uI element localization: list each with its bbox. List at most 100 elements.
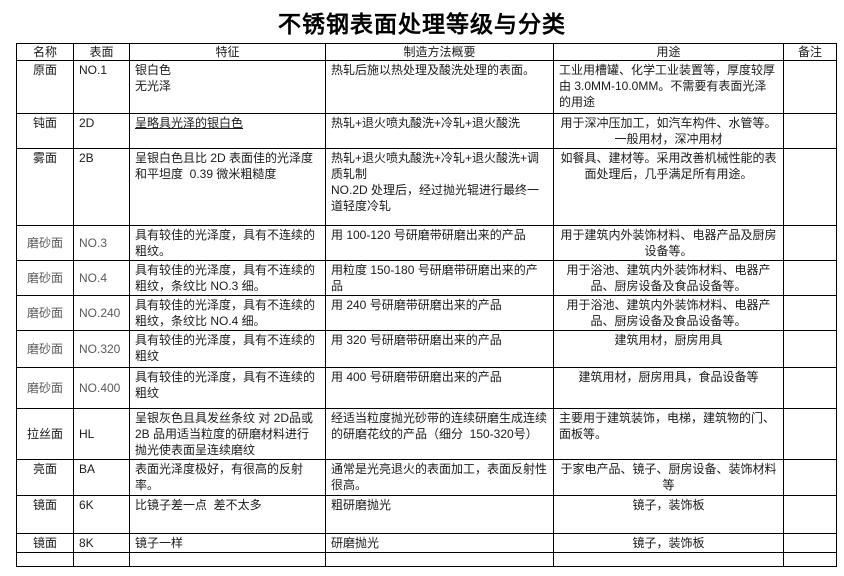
table-row <box>16 552 837 567</box>
table-row: 钝面 2D 呈略具光泽的银白色 热轧+退火喷丸酸洗+冷轧+退火酸洗 用于深冲压加工，如汽… <box>16 113 837 149</box>
text-line: 具有较佳的光泽度，具有不连续的粗纹，条纹比 NO.3 细。 <box>135 263 316 293</box>
text-line: 粗研磨抛光 <box>331 498 392 512</box>
cell-surface: HL <box>73 408 130 460</box>
text-line: NO.2D 处理后，经过抛光辊进行最终一道轻度冷轧 <box>331 183 540 213</box>
cell-name <box>16 552 74 567</box>
text-line: 一般用材，深冲用材 <box>614 132 723 146</box>
text-line: 用于浴池、建筑内外装饰材料、电器产品、厨房设备及食品设备等。 <box>566 263 771 293</box>
cell-remark <box>783 495 837 534</box>
cell-remark <box>783 367 837 409</box>
cell-name: 雾面 <box>16 148 74 226</box>
cell-remark <box>783 533 837 553</box>
text-line: 用于浴池、建筑内外装饰材料、电器产品、厨房设备及食品设备等。 <box>566 298 771 328</box>
text-line: 用于深冲压加工，如汽车构件、水管等。 <box>560 116 777 130</box>
cell-remark <box>783 148 837 226</box>
table-row: 磨砂面 NO.400 具有较佳的光泽度，具有不连续的粗纹 用 400 号研磨带研磨出来… <box>16 367 837 409</box>
table-header: 名称 表面 特征 制造方法概要 用途 备注 <box>16 43 837 61</box>
cell-method: 经适当粒度抛光砂带的连续研磨生成连续的研磨花纹的产品（细分 150-320号） <box>325 408 554 460</box>
cell-name: 磨砂面 <box>16 260 74 296</box>
text-line: 表面光泽度极好，有很高的反射率。 <box>135 462 304 492</box>
column-header-2: 特征 <box>129 43 326 61</box>
cell-method: 用粒度 150-180 号研磨带研磨出来的产品 <box>325 260 554 296</box>
text-line: 热轧后施以热处理及酸洗处理的表面。 <box>331 63 536 77</box>
cell-feature: 呈略具光泽的银白色 <box>129 113 326 149</box>
table-row: 磨砂面 NO.240 具有较佳的光泽度，具有不连续的粗纹，条纹比 NO.4 细。 用 … <box>16 295 837 331</box>
text-line: 建筑用材，厨房用具，食品设备等 <box>578 370 759 384</box>
cell-method <box>325 552 554 567</box>
cell-usage: 主要用于建筑装饰，电梯，建筑物的门、面板等。 <box>553 408 784 460</box>
cell-surface: NO.3 <box>73 225 130 261</box>
text-line: 比镜子差一点 差不太多 <box>135 498 262 512</box>
text-line: 具有较佳的光泽度，具有不连续的粗纹，条纹比 NO.4 细。 <box>135 298 316 328</box>
text-line: 呈略具光泽的银白色 <box>135 116 244 130</box>
cell-surface: 2D <box>73 113 130 149</box>
cell-feature: 表面光泽度极好，有很高的反射率。 <box>129 459 326 496</box>
table-row: 磨砂面 NO.320 具有较佳的光泽度，具有不连续的粗纹 用 320 号研磨带研磨出来… <box>16 330 837 368</box>
cell-feature: 具有较佳的光泽度，具有不连续的粗纹 <box>129 367 326 409</box>
text-line: 具有较佳的光泽度，具有不连续的粗纹。 <box>135 228 316 258</box>
cell-method: 通常是光亮退火的表面加工，表面反射性很高。 <box>325 459 554 496</box>
cell-name: 亮面 <box>16 459 74 496</box>
text-line: 主要用于建筑装饰，电梯，建筑物的门、面板等。 <box>559 411 776 441</box>
cell-method: 研磨抛光 <box>325 533 554 553</box>
cell-feature: 具有较佳的光泽度，具有不连续的粗纹，条纹比 NO.4 细。 <box>129 295 326 331</box>
cell-method: 热轧+退火喷丸酸洗+冷轧+退火酸洗+调质轧制 NO.2D 处理后，经过抛光辊进行最… <box>325 148 554 226</box>
column-header-5: 备注 <box>783 43 837 61</box>
cell-surface: NO.240 <box>73 295 130 331</box>
table-row: 亮面 BA 表面光泽度极好，有很高的反射率。 通常是光亮退火的表面加工，表面反射性很高… <box>16 459 837 496</box>
cell-surface: NO.320 <box>73 330 130 368</box>
cell-surface: 2B <box>73 148 130 226</box>
cell-usage: 建筑用材，厨房用具，食品设备等 <box>553 367 784 409</box>
cell-name: 拉丝面 <box>16 408 74 460</box>
cell-feature: 具有较佳的光泽度，具有不连续的粗纹 <box>129 330 326 368</box>
cell-remark <box>783 295 837 331</box>
text-line: 镜子，装饰板 <box>632 536 705 550</box>
table-row: 磨砂面 NO.4 具有较佳的光泽度，具有不连续的粗纹，条纹比 NO.3 细。 用粒度 … <box>16 260 837 296</box>
text-line: 用 400 号研磨带研磨出来的产品 <box>331 370 502 384</box>
cell-name: 镜面 <box>16 495 74 534</box>
text-line: 镜子，装饰板 <box>632 498 705 512</box>
cell-name: 磨砂面 <box>16 225 74 261</box>
column-header-4: 用途 <box>553 43 784 61</box>
cell-remark <box>783 459 837 496</box>
cell-usage: 用于浴池、建筑内外装饰材料、电器产品、厨房设备及食品设备等。 <box>553 295 784 331</box>
cell-surface: 8K <box>73 533 130 553</box>
cell-remark <box>783 330 837 368</box>
cell-surface: NO.4 <box>73 260 130 296</box>
cell-method: 粗研磨抛光 <box>325 495 554 534</box>
cell-feature: 呈银灰色且具发丝条纹 对 2D品或2B 品用适当粒度的研磨材料进行抛光使表面呈连… <box>129 408 326 460</box>
column-header-3: 制造方法概要 <box>325 43 554 61</box>
text-line: 如餐具、建材等。采用改善机械性能的表面处理后，几乎满足所有用途。 <box>560 151 777 181</box>
text-line: 呈银白色且比 2D 表面佳的光泽度和平坦度 0.39 微米粗糙度 <box>135 151 314 181</box>
cell-usage: 建筑用材，厨房用具 <box>553 330 784 368</box>
table-row: 磨砂面 NO.3 具有较佳的光泽度，具有不连续的粗纹。 用 100-120 号研磨带研… <box>16 225 837 261</box>
table-body: 原面 NO.1 银白色 无光泽 热轧后施以热处理及酸洗处理的表面。 工业用槽罐、化学工业装… <box>16 60 837 567</box>
text-line: 银白色 <box>135 63 172 77</box>
table-row: 镜面 8K 镜子一样 研磨抛光 镜子，装饰板 <box>16 533 837 553</box>
cell-method: 用 400 号研磨带研磨出来的产品 <box>325 367 554 409</box>
cell-name: 磨砂面 <box>16 330 74 368</box>
text-line: 用于建筑内外装饰材料、电器产品及厨房设备等。 <box>560 228 777 258</box>
surface-grade-table: 名称 表面 特征 制造方法概要 用途 备注 原面 NO.1 银白色 无光泽 热轧后施以热处理及酸洗… <box>16 43 837 567</box>
cell-method: 用 320 号研磨带研磨出来的产品 <box>325 330 554 368</box>
cell-surface <box>73 552 130 567</box>
text-line: 研磨抛光 <box>331 536 380 550</box>
cell-feature: 银白色 无光泽 <box>129 60 326 114</box>
document-page: 不锈钢表面处理等级与分类 名称 表面 特征 制造方法概要 用途 备注 原面 NO.1 银白色无… <box>0 5 844 567</box>
cell-name: 原面 <box>16 60 74 114</box>
cell-usage: 镜子，装饰板 <box>553 495 784 534</box>
cell-surface: NO.400 <box>73 367 130 409</box>
header-row: 名称 表面 特征 制造方法概要 用途 备注 <box>16 43 837 61</box>
cell-remark <box>783 552 837 567</box>
text-line: 热轧+退火喷丸酸洗+冷轧+退火酸洗 <box>331 116 521 130</box>
cell-name: 钝面 <box>16 113 74 149</box>
text-line: 经适当粒度抛光砂带的连续研磨生成连续的研磨花纹的产品（细分 150-320号） <box>331 411 548 441</box>
text-line: 用 240 号研磨带研磨出来的产品 <box>331 298 502 312</box>
cell-method: 热轧后施以热处理及酸洗处理的表面。 <box>325 60 554 114</box>
text-line: 具有较佳的光泽度，具有不连续的粗纹 <box>135 370 316 400</box>
cell-remark <box>783 225 837 261</box>
text-line: 热轧+退火喷丸酸洗+冷轧+退火酸洗+调质轧制 <box>331 151 540 181</box>
cell-feature: 呈银白色且比 2D 表面佳的光泽度和平坦度 0.39 微米粗糙度 <box>129 148 326 226</box>
table-row: 镜面 6K 比镜子差一点 差不太多 粗研磨抛光 镜子，装饰板 <box>16 495 837 534</box>
cell-method: 热轧+退火喷丸酸洗+冷轧+退火酸洗 <box>325 113 554 149</box>
